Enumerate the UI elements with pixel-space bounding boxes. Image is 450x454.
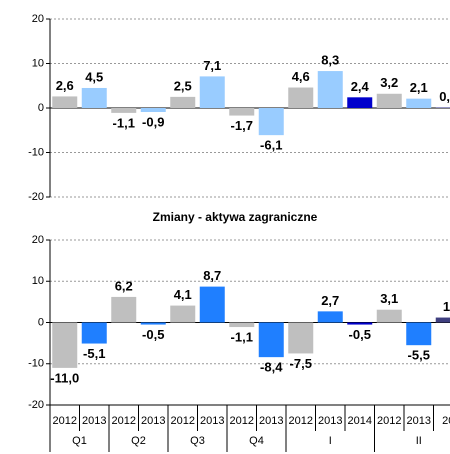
data-label: 2,6: [56, 78, 74, 93]
x-tick-label: 2013: [318, 415, 342, 427]
bar: [317, 311, 343, 323]
chart-title: Zmiany - aktywa zagraniczne: [153, 210, 318, 224]
y-tick-label: -20: [28, 191, 44, 203]
group-label: Q2: [131, 435, 146, 447]
data-label: -0,5: [349, 327, 371, 342]
bar: [52, 322, 78, 368]
data-label: 4,5: [85, 69, 103, 84]
x-tick-label: 2012: [53, 415, 77, 427]
bar: [81, 87, 107, 108]
data-label: -11,0: [50, 370, 79, 385]
x-tick-label: 2012: [171, 415, 195, 427]
x-tick-label: 2012: [230, 415, 254, 427]
data-label: 2,1: [410, 80, 428, 95]
bar: [170, 96, 196, 108]
x-tick-label: 2012: [377, 415, 401, 427]
data-label: 8,3: [321, 53, 339, 68]
data-label: -8,4: [260, 360, 283, 375]
bar: [288, 87, 314, 108]
data-label: -1,7: [231, 118, 253, 133]
data-label: -0,9: [142, 114, 164, 129]
bar: [199, 76, 225, 108]
y-tick-label: 10: [32, 275, 44, 287]
bar: [406, 98, 432, 108]
data-label: 1,: [443, 299, 450, 314]
data-label: 6,2: [115, 278, 133, 293]
data-label: 3,2: [380, 75, 398, 90]
group-label: II: [416, 435, 422, 447]
bar: [199, 286, 225, 323]
group-label: Q3: [190, 435, 205, 447]
data-label: -6,1: [260, 138, 282, 153]
bar: [52, 96, 78, 108]
bar: [376, 93, 402, 108]
x-tick-label: 2012: [112, 415, 136, 427]
bar: [170, 305, 196, 323]
bar: [406, 322, 432, 346]
bar: [229, 108, 255, 116]
bar: [288, 322, 314, 354]
data-label: -1,1: [231, 329, 253, 344]
bar: [258, 322, 284, 358]
data-label: -7,5: [290, 356, 312, 371]
data-label: 2,7: [321, 293, 339, 308]
data-label: 2,4: [351, 79, 370, 94]
y-tick-label: 0: [38, 102, 44, 114]
y-tick-label: -20: [28, 399, 44, 411]
x-tick-label: 2014: [348, 415, 372, 427]
data-label: -0,5: [142, 327, 164, 342]
data-label: 4,6: [292, 69, 310, 84]
bar: [229, 322, 255, 328]
x-tick-label: 2012: [289, 415, 313, 427]
data-label: 0,1: [439, 89, 450, 104]
data-label: 7,1: [203, 58, 221, 73]
data-label: 8,7: [203, 268, 221, 283]
bar: [140, 322, 166, 325]
x-tick-label: 2013: [200, 415, 224, 427]
data-label: 2,5: [174, 78, 192, 93]
y-tick-label: 0: [38, 316, 44, 328]
y-tick-label: 20: [32, 234, 44, 246]
bar: [111, 108, 137, 113]
bar: [347, 97, 373, 108]
x-tick-label: 2013: [407, 415, 431, 427]
x-tick-label: 2013: [82, 415, 106, 427]
x-tick-label: 2013: [259, 415, 283, 427]
data-label: -5,1: [83, 346, 105, 361]
bar: [435, 317, 450, 323]
x-tick-label: 20: [442, 415, 450, 427]
bar: [140, 108, 166, 113]
bar: [317, 71, 343, 108]
y-tick-label: 20: [32, 13, 44, 25]
y-tick-label: -10: [28, 358, 44, 370]
data-label: -5,5: [408, 348, 430, 363]
x-tick-label: 2013: [141, 415, 165, 427]
bar: [258, 108, 284, 136]
bar: [111, 296, 137, 323]
y-tick-label: 10: [32, 57, 44, 69]
data-label: 4,1: [174, 287, 192, 302]
bar: [81, 322, 107, 344]
y-tick-label: -10: [28, 146, 44, 158]
group-label: Q4: [249, 435, 264, 447]
bar: [376, 309, 402, 323]
group-label: Q1: [72, 435, 87, 447]
bar: [347, 322, 373, 325]
data-label: -1,1: [113, 115, 135, 130]
data-label: 3,1: [380, 291, 398, 306]
group-label: I: [329, 435, 332, 447]
